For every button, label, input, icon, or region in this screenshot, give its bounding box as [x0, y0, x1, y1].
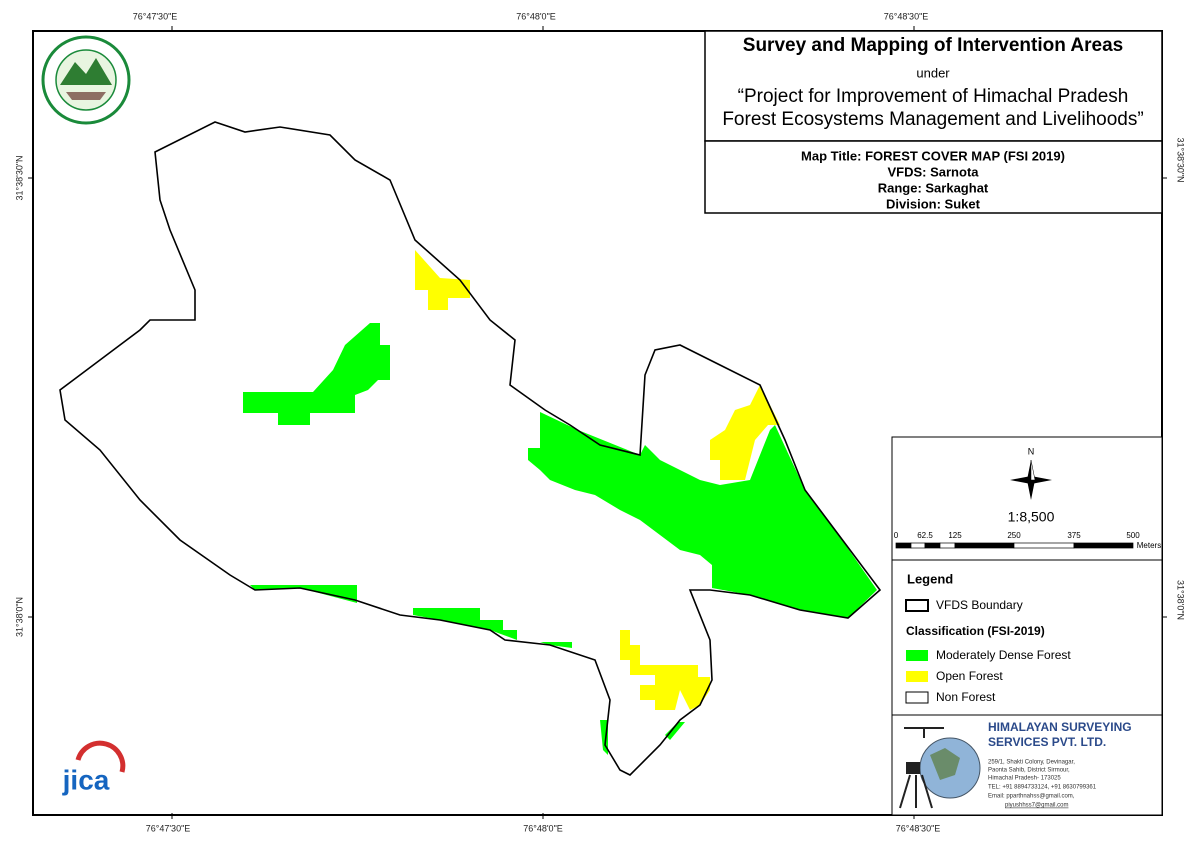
map-title: Map Title: FOREST COVER MAP (FSI 2019)	[801, 148, 1065, 163]
legend-swatch	[906, 671, 928, 682]
legend-box	[891, 559, 1163, 716]
legend-label: Moderately Dense Forest	[936, 648, 1071, 662]
header-title: Survey and Mapping of Intervention Areas	[743, 35, 1123, 56]
non-forest-area	[60, 122, 880, 775]
coord-label: 76°47'30"E	[146, 823, 191, 833]
address-line: Himachal Pradesh- 173025	[988, 776, 1061, 782]
coord-label: 31°38'30"N	[1176, 137, 1186, 182]
coord-label: 76°47'30"E	[133, 11, 178, 21]
range: Range: Sarkaghat	[878, 180, 989, 195]
scale-label: 250	[1007, 531, 1021, 540]
legend-swatch	[906, 650, 928, 661]
coord-label: 31°38'0"N	[14, 597, 24, 637]
company-logo	[899, 727, 981, 809]
legend-label: Non Forest	[936, 690, 996, 704]
coord-label: 76°48'30"E	[896, 823, 941, 833]
coord-label: 31°38'0"N	[1176, 580, 1186, 620]
address-line: piyushhss7@gmail.com	[1005, 803, 1068, 809]
coord-label: 76°48'0"E	[523, 823, 563, 833]
north-label: N	[1028, 446, 1035, 456]
scale-label: 62.5	[917, 531, 933, 540]
address-line: TEL: +91 8894733124, +91 8630799361	[988, 785, 1097, 791]
map-frame	[32, 30, 1163, 816]
header-connector: under	[916, 65, 950, 80]
header-box	[704, 30, 1163, 142]
scale-bar	[895, 542, 1134, 549]
company-name: HIMALAYAN SURVEYING	[988, 720, 1132, 734]
scale-unit: Meters	[1137, 541, 1161, 550]
scale-label: 0	[894, 531, 899, 540]
address-line: Paonta Sahib, District Sirmour,	[988, 768, 1070, 774]
coord-label: 76°48'0"E	[516, 11, 556, 21]
coord-label: 31°38'30"N	[14, 155, 24, 200]
north-arrow	[1010, 459, 1052, 500]
division: Division: Suket	[886, 196, 981, 211]
coord-label: 76°48'30"E	[884, 11, 929, 21]
jica-logo: jica	[62, 740, 126, 795]
project-line: Forest Ecosystems Management and Livelih…	[722, 109, 1143, 130]
vfds-boundary	[59, 121, 882, 776]
project-line: “Project for Improvement of Himachal Pra…	[738, 86, 1129, 107]
open-forest	[415, 250, 780, 710]
scale-label: 375	[1067, 531, 1081, 540]
jica-text: jica	[62, 764, 110, 795]
forest-dept-logo	[41, 35, 131, 125]
address-line: 259/1, Shakti Colony, Devinagar,	[988, 760, 1075, 766]
scale-labels: 0 62.5 125 250 375 500 Meters	[894, 531, 1161, 550]
moderately-dense-forest	[243, 323, 877, 755]
company-name: SERVICES PVT. LTD.	[988, 735, 1106, 749]
legend-label: VFDS Boundary	[936, 598, 1023, 612]
scale-label: 125	[948, 531, 962, 540]
legend-swatch	[905, 691, 929, 704]
legend-subtitle: Classification (FSI-2019)	[906, 624, 1045, 638]
legend-swatch	[905, 599, 929, 612]
scale-box	[891, 436, 1163, 561]
address-line: Email: pparthnahss@gmail.com,	[988, 794, 1075, 800]
scale-label: 500	[1126, 531, 1140, 540]
vfds: VFDS: Sarnota	[887, 164, 979, 179]
map-info-box	[704, 140, 1163, 214]
scale-ratio: 1:8,500	[1008, 509, 1055, 525]
legend-label: Open Forest	[936, 669, 1003, 683]
legend-title: Legend	[907, 571, 953, 586]
